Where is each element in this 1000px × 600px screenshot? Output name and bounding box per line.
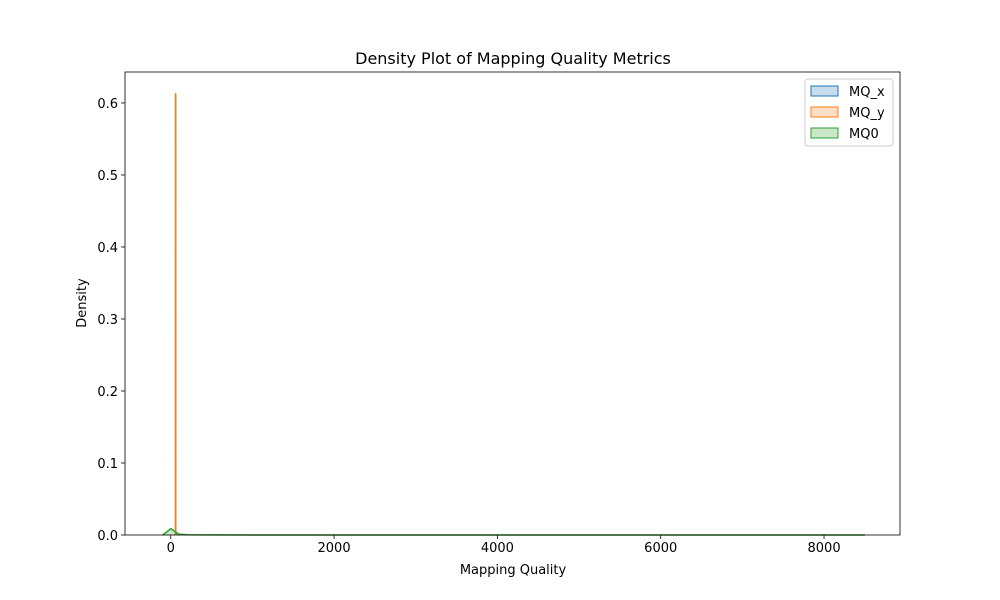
legend-label-mq-y: MQ_y [849,106,885,121]
y-tick-label: 0.3 [97,313,118,328]
y-tick-label: 0.6 [97,97,118,112]
series-mq0 [162,527,865,536]
legend: MQ_x MQ_y MQ0 [804,78,894,147]
chart-title: Density Plot of Mapping Quality Metrics [355,49,671,68]
x-tick-label: 6000 [644,541,677,556]
legend-swatch-mq-y [810,106,839,118]
series-mq-y [174,92,177,536]
x-tick-label: 8000 [808,541,841,556]
series-line-mq0 [162,527,865,536]
y-axis-label: Density [75,278,90,328]
series-area-mq0 [162,528,865,535]
series-line-mq-y [174,92,177,536]
y-tick-label: 0.5 [97,169,118,184]
legend-swatch-mq-x [810,85,839,97]
x-tick-label: 2000 [318,541,351,556]
y-tick-label: 0.0 [97,529,118,544]
y-tick-label: 0.2 [97,385,118,400]
x-axis-label: Mapping Quality [460,563,567,578]
plot-frame [124,71,901,536]
y-tick-label: 0.4 [97,241,118,256]
x-tick-label: 0 [167,541,175,556]
legend-label-mq-x: MQ_x [849,85,885,100]
axes: 0 2000 4000 6000 8000 0.0 0.1 0.2 0.3 0.4 0.5 0.6 [97,71,901,556]
plot-series [162,92,865,536]
x-tick-label: 4000 [481,541,514,556]
legend-label-mq0: MQ0 [849,127,879,142]
y-tick-label: 0.1 [97,457,118,472]
legend-swatch-mq0 [810,127,839,139]
